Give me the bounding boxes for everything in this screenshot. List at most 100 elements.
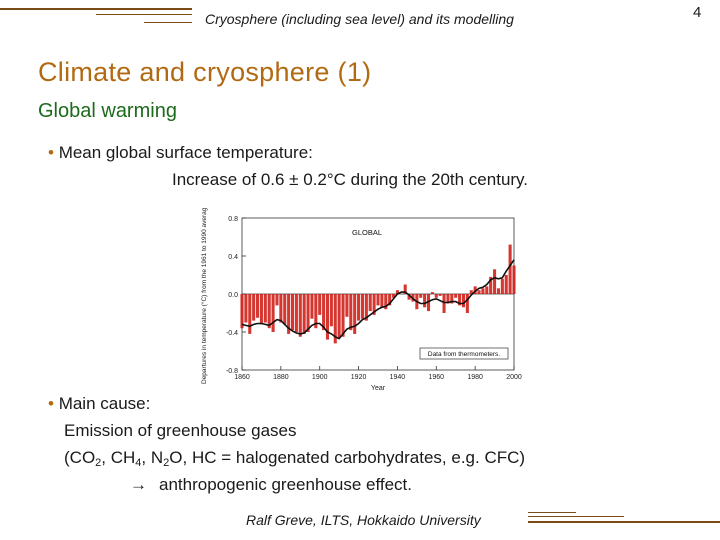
chart-bar (252, 294, 256, 321)
chart-bar (434, 294, 438, 298)
chart-bar (446, 294, 450, 304)
chart-bar (306, 294, 310, 332)
chart-bar (294, 294, 298, 332)
chart-bar (325, 294, 330, 340)
chart-bar (267, 294, 271, 329)
chart-x-tick-label: 1900 (312, 374, 328, 381)
chart-y-tick-label: 0.8 (228, 216, 238, 223)
chart-x-tick-label: 1960 (428, 374, 444, 381)
chart-bar (380, 294, 384, 308)
chart-bar (403, 284, 407, 294)
chart-bar (442, 294, 446, 313)
chart-bar (290, 294, 295, 331)
chart-bar (357, 294, 361, 321)
chart-bar (454, 294, 458, 298)
chart-bar (430, 292, 434, 294)
chart-y-tick-label: -0.4 (226, 330, 238, 337)
subscript: 2 (95, 457, 102, 469)
chart-bar (287, 294, 291, 334)
footer-rule-bottom (528, 521, 720, 523)
header-rule-bottom (144, 22, 192, 23)
bullet-2-line-2: (CO2, CH4, N2O, HC = halogenated carbohy… (64, 448, 525, 469)
chart-bar (485, 286, 489, 294)
header-title: Cryosphere (including sea level) and its… (205, 11, 514, 27)
chart-bar (310, 294, 314, 319)
bullet-1-text: Mean global surface temperature: (58, 143, 313, 162)
page-number: 4 (693, 4, 702, 21)
footer-rule-mid (528, 516, 624, 517)
subscript: 2 (163, 457, 170, 469)
bullet-2-text: Main cause: (58, 394, 151, 413)
chart-x-tick-label: 1880 (273, 374, 289, 381)
chart-bar (240, 294, 244, 329)
bullet-2-line-3: → anthropogenic greenhouse effect. (130, 475, 412, 495)
chart-bar (426, 294, 431, 312)
chart-title: GLOBAL (352, 228, 382, 237)
chart-x-tick-label: 1980 (467, 374, 483, 381)
chart-bar (450, 294, 454, 304)
chart-bar (395, 290, 399, 294)
header-rule-mid (96, 14, 192, 15)
chart-bar (337, 294, 341, 338)
chart-bar (407, 294, 411, 300)
chart-y-tick-label: 0.4 (228, 254, 238, 261)
chart-bar (333, 294, 337, 344)
chart-bar (349, 294, 353, 331)
chart-bar (345, 294, 349, 317)
bullet-1: • Mean global surface temperature: (48, 143, 313, 163)
chart-bar (263, 294, 267, 323)
chart-y-axis-label: Departures in temperature (°C) from the … (200, 208, 208, 384)
chart-x-tick-label: 1920 (351, 374, 367, 381)
chart-x-tick-label: 1860 (234, 374, 250, 381)
chart-bar (423, 294, 427, 308)
chart-bar (469, 290, 473, 294)
chart-bar (329, 294, 333, 327)
chart-bar (508, 244, 512, 294)
chart-bar (496, 288, 500, 294)
chart-bar (489, 276, 493, 294)
chart-bar (419, 294, 423, 298)
subscript: 4 (135, 457, 142, 469)
chart-bar (376, 294, 380, 306)
chart-bar (318, 294, 322, 315)
chart-bar (341, 294, 345, 337)
chart-bar (302, 294, 306, 334)
footer-rule-top (528, 512, 576, 513)
chart-bar (372, 294, 376, 315)
chart-bar (438, 294, 442, 296)
chart-x-axis-label: Year (371, 385, 386, 392)
chart-bar (368, 294, 372, 312)
chart-bar (392, 294, 396, 298)
right-arrow-icon: → (130, 475, 147, 494)
chart-bar (271, 294, 275, 332)
bullet-1-detail: Increase of 0.6 ± 0.2°C during the 20th … (172, 170, 529, 189)
chart-y-tick-label: -0.8 (226, 368, 238, 375)
chart-bar (256, 294, 260, 318)
bullet-2-line-1: Emission of greenhouse gases (64, 421, 297, 440)
chart-bars (240, 244, 516, 344)
bullet-2: • Main cause: (48, 394, 150, 414)
chart-bar (384, 294, 388, 310)
chart-bar (461, 294, 466, 308)
chart-bar (298, 294, 302, 337)
header-rule-top (0, 8, 192, 10)
gas-text: O, HC = halogenated carbohydrates, e.g. … (169, 448, 526, 467)
chart-bar (353, 294, 357, 334)
chart-bar (279, 294, 283, 323)
chart-x-tick-label: 2000 (506, 374, 522, 381)
slide-title: Climate and cryosphere (1) (38, 57, 372, 87)
chart-bar (283, 294, 287, 325)
footer-text: Ralf Greve, ILTS, Hokkaido University (246, 512, 481, 528)
gas-text: (CO (64, 448, 96, 467)
chart-bar (458, 294, 462, 306)
chart-x-tick-label: 1940 (390, 374, 406, 381)
bullet-marker: • (48, 143, 54, 162)
slide-subtitle: Global warming (38, 100, 177, 122)
chart-bar (465, 294, 469, 313)
chart-y-tick-label: 0.0 (228, 292, 238, 299)
bullet-marker: • (48, 394, 54, 413)
chart-bar (275, 294, 279, 306)
chart-bar (512, 265, 516, 294)
